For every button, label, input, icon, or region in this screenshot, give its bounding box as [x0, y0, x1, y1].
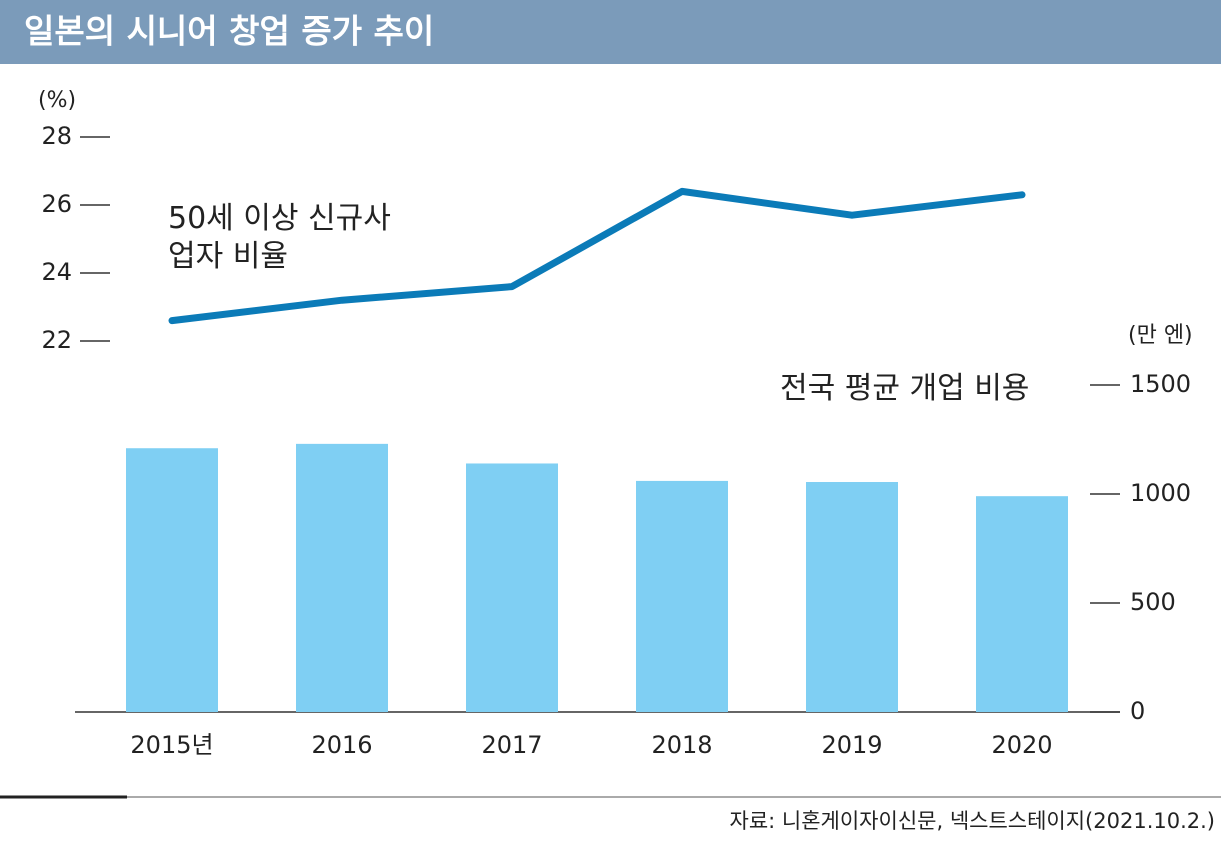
x-tick-label: 2016: [311, 731, 372, 759]
y-tick-label: 26: [41, 190, 72, 218]
chart-title: 일본의 시니어 창업 증가 추이: [24, 12, 434, 51]
bar: [296, 443, 388, 712]
bar: [806, 482, 898, 712]
line-series-label: 50세 이상 신규사업자 비율: [168, 201, 391, 274]
y2-tick-label: 0: [1130, 697, 1145, 725]
y-tick-label: 28: [41, 122, 72, 150]
header-bar: [0, 0, 1221, 64]
x-tick-label: 2018: [651, 731, 712, 759]
x-tick-label: 2019: [821, 731, 882, 759]
y2-tick-label: 1000: [1130, 479, 1191, 507]
y2-tick-label: 1500: [1130, 370, 1191, 398]
bar: [126, 448, 218, 712]
bar: [466, 463, 558, 712]
x-tick-label: 2015년: [130, 731, 213, 759]
source: 자료: 니혼게이자이신문, 넥스트스테이지(2021.10.2.): [730, 809, 1215, 833]
y-axis-unit: (%): [38, 88, 76, 113]
y2-axis-unit: (만 엔): [1128, 323, 1193, 348]
bar: [636, 480, 728, 712]
y2-tick-label: 500: [1130, 588, 1176, 616]
y-tick-label: 24: [41, 258, 72, 286]
line: [168, 187, 1026, 325]
bar-series-label: 전국 평균 개업 비용: [780, 371, 1030, 406]
x-tick-label: 2017: [481, 731, 542, 759]
y-tick-label: 22: [41, 326, 72, 354]
bar: [976, 496, 1068, 712]
x-tick-label: 2020: [991, 731, 1052, 759]
